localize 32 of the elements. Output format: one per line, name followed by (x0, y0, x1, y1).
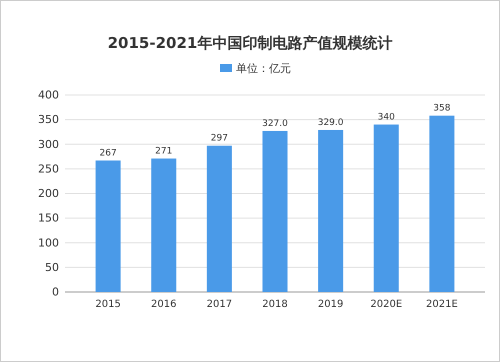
chart-title: 2015-2021年中国印制电路产值规模统计 (108, 34, 392, 52)
y-tick-label: 50 (45, 260, 59, 274)
y-tick-label: 400 (38, 88, 59, 102)
y-tick-label: 0 (52, 286, 59, 299)
x-tick-label: 2021E (426, 299, 458, 310)
text: 340 (378, 112, 395, 123)
text: 271 (155, 146, 172, 157)
x-tick-label: 2019 (318, 299, 344, 310)
y-tick-label: 200 (38, 187, 59, 200)
y-tick-label: 300 (38, 138, 59, 151)
bar (374, 124, 399, 292)
text: 297 (210, 134, 228, 144)
bar (318, 130, 344, 292)
bar (96, 160, 121, 292)
text: 329.0 (318, 118, 344, 128)
legend-label: 单位：亿元 (236, 62, 291, 75)
y-tick-label: 100 (38, 236, 59, 250)
text: 267 (100, 148, 117, 159)
y-tick-label: 250 (38, 162, 59, 176)
y-tick-label: 150 (38, 212, 59, 225)
x-tick-label: 2017 (206, 299, 232, 310)
text: 358 (433, 104, 450, 114)
bar (151, 158, 176, 292)
x-tick-label: 2015 (95, 299, 121, 310)
text: 327.0 (262, 118, 288, 129)
bar (206, 146, 232, 292)
y-tick-label: 350 (38, 113, 59, 126)
bar (262, 130, 288, 292)
x-tick-label: 2018 (262, 299, 288, 310)
bar (429, 116, 454, 292)
x-tick-label: 2016 (151, 299, 176, 310)
x-tick-label: 2020E (370, 299, 402, 310)
